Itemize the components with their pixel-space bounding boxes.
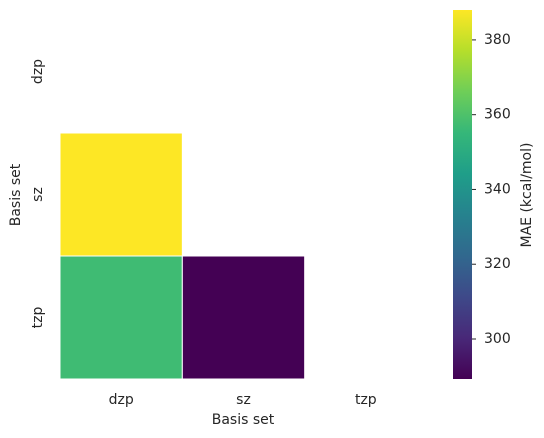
y-tick-label: tzp bbox=[30, 307, 46, 329]
x-tick-label: sz bbox=[236, 392, 251, 408]
colorbar-tick-label: 360 bbox=[484, 107, 511, 123]
heatmap-cell bbox=[59, 132, 183, 257]
colorbar-tick-label: 340 bbox=[484, 181, 511, 197]
heatmap-cell bbox=[181, 255, 306, 380]
colorbar-tick-label: 300 bbox=[484, 331, 511, 347]
heatmap-cell bbox=[59, 255, 183, 380]
x-tick-label: dzp bbox=[109, 392, 134, 408]
colorbar-tick-label: 320 bbox=[484, 256, 511, 272]
colorbar-tick-label: 380 bbox=[484, 32, 511, 48]
x-axis-label: Basis set bbox=[212, 412, 275, 428]
colorbar bbox=[453, 10, 472, 379]
y-axis-label: Basis set bbox=[8, 163, 24, 226]
y-tick-label: dzp bbox=[30, 59, 46, 84]
y-tick-label: sz bbox=[30, 187, 46, 202]
colorbar-label: MAE (kcal/mol) bbox=[519, 143, 535, 248]
x-tick-label: tzp bbox=[355, 392, 377, 408]
